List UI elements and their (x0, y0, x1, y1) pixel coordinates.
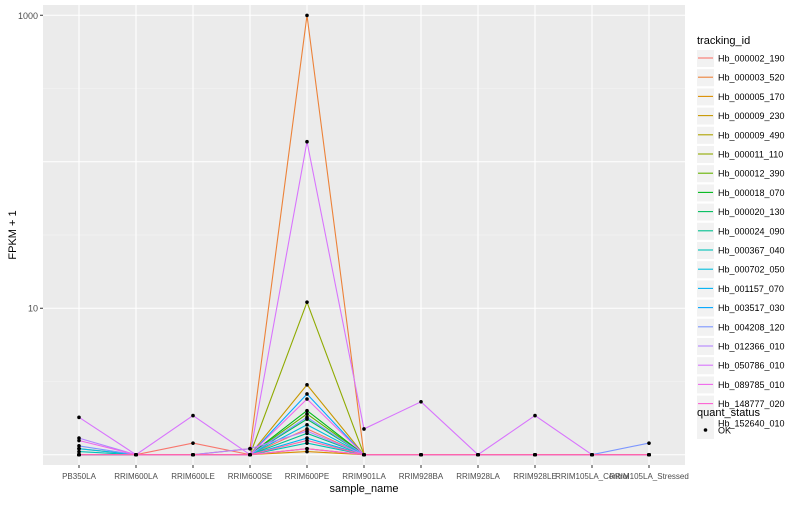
legend-label: Hb_000020_130 (718, 207, 785, 217)
data-point (191, 413, 195, 418)
x-axis: PB350LA RRIM600LA RRIM600LE RRIM600SE RRIM60… (62, 465, 689, 481)
data-point (248, 446, 252, 451)
data-point (305, 383, 309, 387)
data-point (77, 415, 81, 420)
data-point (533, 452, 537, 457)
data-point (305, 408, 309, 413)
legend-label: Hb_000009_490 (718, 130, 785, 140)
legend-label: Hb_000003_520 (718, 73, 785, 83)
legend-label: Hb_003517_030 (718, 303, 785, 313)
data-point (305, 423, 309, 427)
data-point (362, 452, 366, 457)
x-tick-label: RRIM901LA (342, 472, 386, 481)
x-axis-title: sample_name (329, 483, 398, 495)
data-point (77, 444, 81, 448)
shape-legend-title: quant_status (697, 407, 760, 419)
x-tick-label: RRIM105LA_Control (555, 472, 629, 481)
data-point (305, 446, 309, 451)
data-point (305, 300, 309, 304)
legend-label: Hb_148777_020 (718, 399, 785, 409)
data-point (77, 449, 81, 454)
y-axis: 10 1000 (18, 11, 43, 314)
x-tick-label: RRIM600SE (228, 472, 272, 481)
data-point (476, 452, 480, 457)
legend-label: Hb_089785_010 (718, 380, 785, 390)
data-point (419, 452, 423, 457)
data-point (134, 452, 138, 457)
data-point (248, 452, 252, 457)
data-point (590, 452, 594, 457)
legend-label: Hb_000702_050 (718, 265, 785, 275)
legend-label: Hb_012366_010 (718, 342, 785, 352)
data-point (647, 441, 651, 445)
shape-legend-label: OK (718, 426, 731, 436)
x-tick-label: RRIM105LA_Stressed (609, 472, 689, 481)
data-point (533, 413, 537, 418)
legend-label: Hb_000367_040 (718, 246, 785, 256)
legend-label: Hb_152640_010 (718, 418, 785, 428)
x-tick-label: RRIM928BA (399, 472, 444, 481)
legend-label: Hb_000018_070 (718, 188, 785, 198)
data-point (77, 452, 81, 457)
legend: tracking_id Hb_000002_190Hb_000003_520Hb… (697, 35, 785, 439)
x-tick-label: RRIM928LE (513, 472, 557, 481)
data-point (77, 438, 81, 443)
x-tick-label: RRIM600LE (171, 472, 215, 481)
legend-label: Hb_000012_390 (718, 169, 785, 179)
legend-label: Hb_004208_120 (718, 322, 785, 332)
legend-label: Hb_050786_010 (718, 361, 785, 371)
grid-lines (43, 5, 685, 465)
legend-label: Hb_000011_110 (718, 150, 783, 160)
data-point (305, 438, 309, 443)
data-point (305, 397, 309, 401)
x-tick-label: RRIM600LA (114, 472, 158, 481)
legend-label: Hb_001157_070 (718, 284, 784, 294)
data-points (77, 13, 651, 457)
shape-legend-point (703, 428, 708, 432)
shape-legend-entries: OK (697, 422, 731, 439)
data-point (305, 13, 309, 18)
data-point (305, 392, 309, 396)
legend-label: Hb_000024_090 (718, 226, 785, 236)
y-tick-label: 10 (28, 304, 38, 314)
y-tick-label: 1000 (18, 11, 38, 21)
x-tick-label: PB350LA (62, 472, 96, 481)
data-point (77, 436, 81, 440)
x-tick-label: RRIM600PE (285, 472, 329, 481)
data-point (305, 415, 309, 420)
data-point (305, 412, 309, 416)
legend-label: Hb_000005_170 (718, 92, 785, 102)
x-tick-label: RRIM928LA (456, 472, 500, 481)
data-point (305, 139, 309, 144)
legend-entries: Hb_000002_190 Hb_000003_520 Hb_000005_170 H… (697, 50, 785, 432)
y-axis-title: FPKM + 1 (7, 210, 19, 259)
legend-title: tracking_id (697, 35, 750, 47)
data-point (305, 441, 309, 445)
data-point (305, 449, 309, 454)
data-point (77, 446, 81, 451)
data-point (191, 452, 195, 457)
data-point (305, 436, 309, 440)
data-point (191, 441, 195, 445)
data-point (362, 427, 366, 431)
data-point (305, 429, 309, 433)
legend-label: Hb_000009_230 (718, 111, 785, 121)
data-point (647, 452, 651, 457)
legend-label: Hb_000002_190 (718, 54, 785, 64)
data-point (419, 399, 423, 404)
